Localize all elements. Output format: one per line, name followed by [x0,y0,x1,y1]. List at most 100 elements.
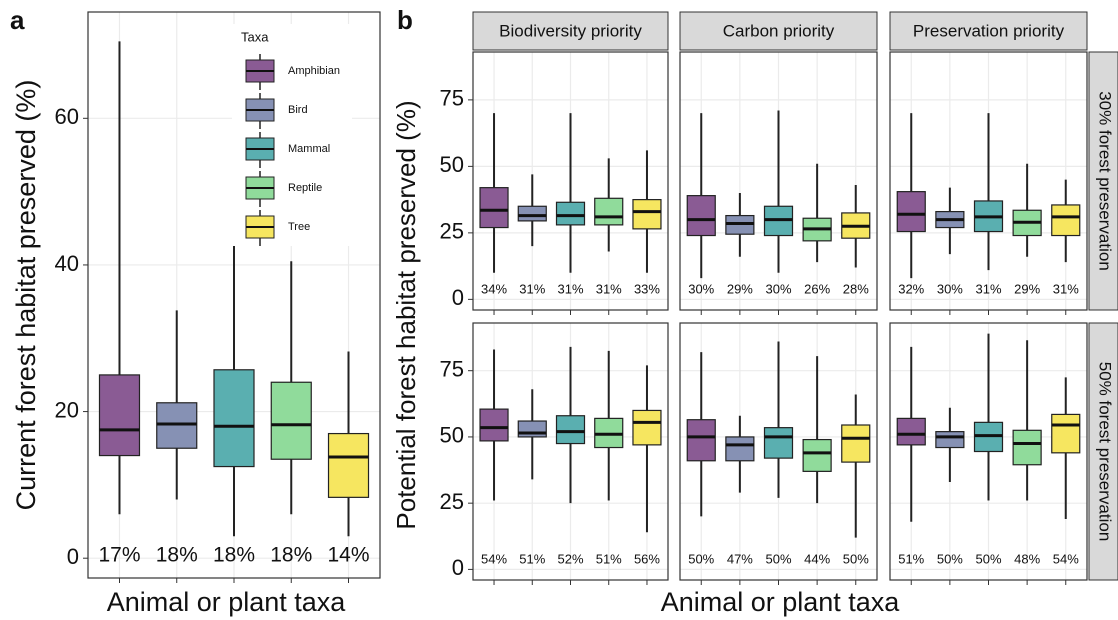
box [841,424,871,463]
panel-label: a [10,5,25,35]
value-label: 51% [519,551,545,566]
y-tick-label: 75 [440,86,464,111]
y-tick-label: 60 [55,104,79,129]
box [632,409,662,446]
y-tick-label: 25 [440,219,464,244]
box [479,408,509,442]
value-label: 31% [519,281,545,296]
y-tick-label: 0 [67,544,79,569]
box [935,431,965,449]
box [270,381,312,460]
plot-border [679,51,878,311]
value-label: 44% [804,551,830,566]
legend-label: Mammal [288,143,330,155]
value-label: 50% [843,551,869,566]
strip [679,11,878,51]
legend-label: Reptile [288,182,322,194]
value-label: 28% [843,281,869,296]
box [517,205,547,222]
value-label: 52% [557,551,583,566]
plot-border [889,322,1088,581]
value-label: 31% [975,281,1001,296]
box [686,195,716,237]
value-label: 33% [634,281,660,296]
box [1051,413,1081,454]
value-label: 32% [898,281,924,296]
box [479,187,509,229]
x-axis-title: Animal or plant taxa [107,587,347,617]
value-label: 50% [937,551,963,566]
strip [472,11,669,51]
y-tick-label: 50 [440,423,464,448]
legend-label: Amphibian [288,65,340,77]
value-label: 56% [634,551,660,566]
value-label: 48% [1014,551,1040,566]
y-tick-label: 75 [440,357,464,382]
value-label: 30% [937,281,963,296]
box [1051,204,1081,237]
strip-label: 30% forest preservation [1096,91,1115,271]
value-label: 31% [557,281,583,296]
strip [889,11,1088,51]
box [555,415,586,445]
box [896,417,926,446]
value-label: 29% [727,281,753,296]
value-label: 18% [156,544,198,567]
y-axis-title: Potential forest habitat preserved (%) [391,100,421,529]
y-tick-label: 25 [440,489,464,514]
box [896,191,926,233]
plot-border [679,322,878,581]
box [594,197,624,226]
value-label: 50% [765,551,791,566]
plot-border [472,322,669,581]
y-tick-label: 0 [452,555,464,580]
box [632,199,662,230]
strip-label: 50% forest preservation [1096,362,1115,542]
y-axis-title: Current forest habitat preserved (%) [11,80,41,511]
box [98,374,141,457]
y-tick-label: 40 [55,251,79,276]
y-tick-label: 0 [452,285,464,310]
plot-border [889,51,1088,311]
box [213,369,255,468]
value-label: 30% [688,281,714,296]
y-tick-label: 50 [440,152,464,177]
value-label: 18% [270,544,312,567]
box [1012,429,1042,466]
value-label: 51% [596,551,622,566]
value-label: 34% [481,281,507,296]
strip-label: Carbon priority [723,21,835,40]
strip-label: Biodiversity priority [499,21,642,40]
legend-background [232,24,352,246]
box [686,419,716,462]
box [763,427,794,459]
value-label: 50% [975,551,1001,566]
box [555,201,586,226]
plot-border [472,51,669,311]
x-axis-title: Animal or plant taxa [661,587,901,617]
value-label: 54% [1053,551,1079,566]
box [327,432,370,498]
legend-label: Tree [288,221,310,233]
strip-label: Preservation priority [913,21,1065,40]
value-label: 30% [765,281,791,296]
value-label: 54% [481,551,507,566]
value-label: 14% [327,544,369,567]
value-label: 31% [596,281,622,296]
strip [1088,51,1118,311]
value-label: 18% [213,544,255,567]
legend-label: Bird [288,104,308,116]
box [802,438,832,472]
value-label: 29% [1014,281,1040,296]
value-label: 51% [898,551,924,566]
value-label: 47% [727,551,753,566]
legend-title: Taxa [241,29,269,44]
panel-label: b [397,5,413,35]
box [517,420,547,438]
value-label: 31% [1053,281,1079,296]
value-label: 17% [98,544,140,567]
value-label: 50% [688,551,714,566]
plot-border [87,11,381,579]
